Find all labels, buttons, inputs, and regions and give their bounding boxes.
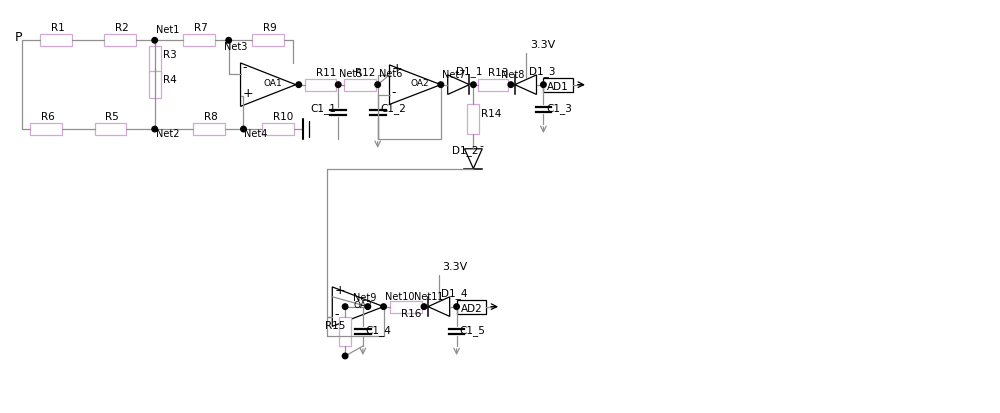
Bar xyxy=(467,104,479,134)
Text: -: - xyxy=(334,309,339,321)
Bar xyxy=(390,301,422,313)
Bar xyxy=(104,34,136,46)
Bar xyxy=(149,46,161,74)
Text: R12: R12 xyxy=(355,68,375,78)
Circle shape xyxy=(541,82,546,88)
Text: R16: R16 xyxy=(401,309,422,320)
Bar xyxy=(252,34,284,46)
Text: D1_2: D1_2 xyxy=(452,145,478,156)
Bar xyxy=(457,300,486,313)
Text: Net5: Net5 xyxy=(339,69,363,79)
Bar xyxy=(543,78,573,92)
Text: AD1: AD1 xyxy=(547,82,569,92)
Text: -: - xyxy=(391,86,396,100)
Circle shape xyxy=(438,82,444,88)
Text: Net4: Net4 xyxy=(244,129,268,139)
Circle shape xyxy=(152,126,157,132)
Text: D1_4: D1_4 xyxy=(441,288,467,299)
Text: D1_3: D1_3 xyxy=(529,66,555,77)
Bar xyxy=(344,79,376,90)
Bar xyxy=(478,79,508,90)
Text: Net11: Net11 xyxy=(414,292,444,302)
Text: Net1: Net1 xyxy=(156,25,179,36)
Circle shape xyxy=(365,304,371,309)
Bar xyxy=(149,71,161,98)
Text: Net6: Net6 xyxy=(379,69,402,79)
Bar xyxy=(339,316,351,346)
Text: R9: R9 xyxy=(263,24,277,33)
Text: OA2: OA2 xyxy=(410,78,429,88)
Text: R5: R5 xyxy=(105,112,119,122)
Text: R14: R14 xyxy=(481,109,502,119)
Text: +: + xyxy=(243,88,253,100)
Text: R13: R13 xyxy=(488,68,509,78)
Circle shape xyxy=(335,82,341,88)
Text: R11: R11 xyxy=(316,68,336,78)
Text: 3.3V: 3.3V xyxy=(442,262,467,272)
Bar xyxy=(262,123,294,135)
Circle shape xyxy=(375,82,380,88)
Bar xyxy=(193,123,225,135)
Text: +: + xyxy=(391,62,402,75)
Text: C1_2: C1_2 xyxy=(381,103,407,114)
Text: R3: R3 xyxy=(163,50,176,60)
Text: OA1: OA1 xyxy=(263,78,282,88)
Text: R1: R1 xyxy=(51,24,65,33)
Text: R15: R15 xyxy=(325,321,346,331)
Circle shape xyxy=(152,38,157,43)
Text: Net9: Net9 xyxy=(353,293,376,303)
Circle shape xyxy=(342,353,348,359)
Bar xyxy=(40,34,72,46)
Text: Net7: Net7 xyxy=(442,70,465,80)
Text: R7: R7 xyxy=(194,24,208,33)
Circle shape xyxy=(342,304,348,309)
Text: +: + xyxy=(334,284,345,297)
Text: R4: R4 xyxy=(163,75,176,85)
Text: C1_5: C1_5 xyxy=(460,325,485,336)
Circle shape xyxy=(508,82,514,88)
Text: R2: R2 xyxy=(115,24,129,33)
Circle shape xyxy=(226,38,231,43)
Bar xyxy=(95,123,126,135)
Circle shape xyxy=(471,82,476,88)
Text: Net3: Net3 xyxy=(224,42,247,52)
Circle shape xyxy=(454,304,459,309)
Text: Net8: Net8 xyxy=(501,70,524,80)
Text: R6: R6 xyxy=(41,112,55,122)
Bar xyxy=(305,79,336,90)
Bar xyxy=(183,34,215,46)
Text: Net10: Net10 xyxy=(385,292,414,302)
Text: C1_4: C1_4 xyxy=(366,325,392,336)
Text: P: P xyxy=(15,31,22,44)
Text: C1_1: C1_1 xyxy=(311,103,336,114)
Text: -: - xyxy=(243,61,247,74)
Text: D1_1: D1_1 xyxy=(456,66,482,77)
Bar xyxy=(30,123,62,135)
Text: R10: R10 xyxy=(273,112,293,122)
Text: C1_3: C1_3 xyxy=(546,103,572,114)
Text: -: - xyxy=(479,141,483,151)
Text: AD2: AD2 xyxy=(461,304,482,313)
Text: Net2: Net2 xyxy=(156,129,179,139)
Circle shape xyxy=(241,126,246,132)
Circle shape xyxy=(421,304,427,309)
Text: OA3: OA3 xyxy=(353,301,372,310)
Text: 3.3V: 3.3V xyxy=(531,40,556,50)
Circle shape xyxy=(381,304,386,309)
Circle shape xyxy=(296,82,302,88)
Text: R8: R8 xyxy=(204,112,218,122)
